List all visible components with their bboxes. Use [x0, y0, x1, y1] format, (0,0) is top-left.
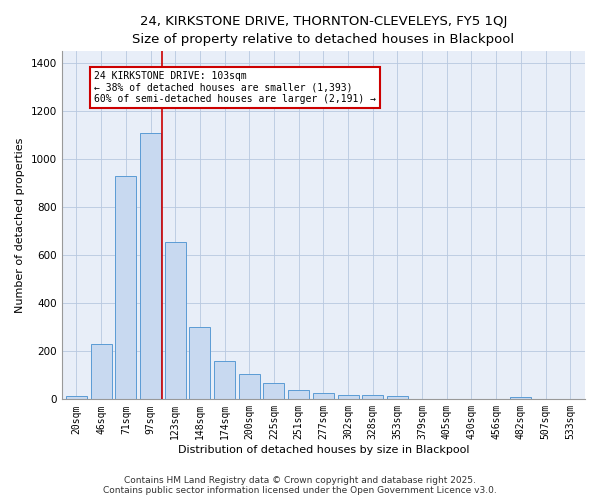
Bar: [140, 133, 161, 400]
Y-axis label: Number of detached properties: Number of detached properties: [15, 138, 25, 313]
Bar: [362, 395, 383, 400]
Text: 24 KIRKSTONE DRIVE: 103sqm
← 38% of detached houses are smaller (1,393)
60% of s: 24 KIRKSTONE DRIVE: 103sqm ← 38% of deta…: [94, 70, 376, 104]
Bar: [91, 344, 112, 400]
Bar: [263, 382, 284, 400]
Bar: [313, 394, 334, 400]
Text: Contains HM Land Registry data © Crown copyright and database right 2025.
Contai: Contains HM Land Registry data © Crown c…: [103, 476, 497, 495]
Bar: [115, 176, 136, 400]
Bar: [338, 394, 359, 400]
Bar: [165, 242, 186, 400]
Bar: [288, 390, 309, 400]
Bar: [239, 374, 260, 400]
Bar: [387, 396, 408, 400]
Bar: [511, 398, 532, 400]
Bar: [190, 328, 211, 400]
Bar: [214, 362, 235, 400]
Bar: [66, 396, 87, 400]
X-axis label: Distribution of detached houses by size in Blackpool: Distribution of detached houses by size …: [178, 445, 469, 455]
Title: 24, KIRKSTONE DRIVE, THORNTON-CLEVELEYS, FY5 1QJ
Size of property relative to de: 24, KIRKSTONE DRIVE, THORNTON-CLEVELEYS,…: [132, 15, 514, 46]
